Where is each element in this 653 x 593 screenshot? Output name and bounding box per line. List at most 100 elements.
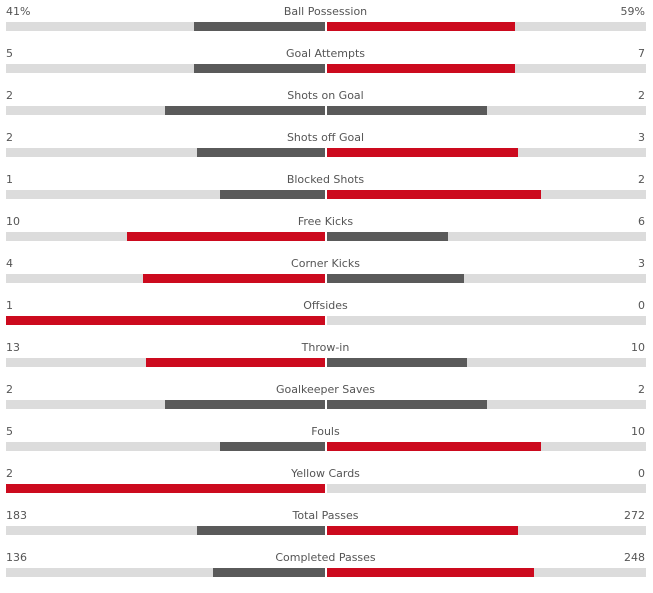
away-bar-track [327, 316, 646, 325]
stat-label: Goal Attempts [285, 47, 365, 60]
home-value: 136 [6, 551, 27, 564]
away-bar-fill [327, 526, 518, 535]
stat-label: Shots off Goal [286, 131, 365, 144]
home-bar-track [6, 400, 325, 409]
stat-label: Goalkeeper Saves [275, 383, 376, 396]
away-bar-track [327, 442, 646, 451]
away-bar-fill [327, 106, 487, 115]
stat-bar [6, 190, 646, 199]
home-value: 2 [6, 383, 13, 396]
stat-label: Corner Kicks [291, 257, 360, 270]
home-bar-track [6, 526, 325, 535]
stat-row-goalkeeper-saves: 2 Goalkeeper Saves 2 [0, 383, 653, 425]
stat-bar [6, 148, 646, 157]
stat-row-goal-attempts: 5 Goal Attempts 7 [0, 47, 653, 89]
stat-label: Throw-in [301, 341, 350, 354]
away-bar-track [327, 232, 646, 241]
home-bar-track [6, 148, 325, 157]
away-bar-fill [327, 358, 467, 367]
stat-row-total-passes: 183 Total Passes 272 [0, 509, 653, 551]
stat-bar [6, 232, 646, 241]
home-bar-fill [6, 484, 325, 493]
home-bar-fill [6, 316, 325, 325]
away-bar-track [327, 190, 646, 199]
away-bar-fill [327, 148, 518, 157]
stat-bar [6, 22, 646, 31]
stat-row-corner-kicks: 4 Corner Kicks 3 [0, 257, 653, 299]
away-bar-fill [327, 22, 515, 31]
stat-bar [6, 568, 646, 577]
away-bar-track [327, 106, 646, 115]
home-value: 183 [6, 509, 27, 522]
home-value: 10 [6, 215, 20, 228]
home-bar-fill [194, 64, 325, 73]
stat-bar [6, 526, 646, 535]
away-bar-fill [327, 442, 541, 451]
home-bar-track [6, 232, 325, 241]
away-value: 6 [638, 215, 645, 228]
away-value: 2 [638, 383, 645, 396]
stat-bar [6, 106, 646, 115]
home-bar-track [6, 568, 325, 577]
away-bar-fill [327, 400, 487, 409]
away-bar-track [327, 484, 646, 493]
away-bar-track [327, 64, 646, 73]
stat-labels: 5 Fouls 10 [6, 425, 645, 439]
stat-label: Yellow Cards [291, 467, 360, 480]
home-value: 4 [6, 257, 13, 270]
away-value: 3 [638, 257, 645, 270]
stat-label: Completed Passes [275, 551, 376, 564]
away-bar-fill [327, 64, 515, 73]
home-bar-track [6, 190, 325, 199]
away-bar-track [327, 358, 646, 367]
stat-row-fouls: 5 Fouls 10 [0, 425, 653, 467]
stat-row-shots-on-goal: 2 Shots on Goal 2 [0, 89, 653, 131]
home-value: 2 [6, 131, 13, 144]
away-bar-fill [327, 232, 448, 241]
away-bar-track [327, 22, 646, 31]
home-bar-fill [197, 526, 325, 535]
stat-labels: 10 Free Kicks 6 [6, 215, 645, 229]
stat-row-yellow-cards: 2 Yellow Cards 0 [0, 467, 653, 509]
home-bar-track [6, 484, 325, 493]
away-bar-track [327, 148, 646, 157]
away-value: 2 [638, 89, 645, 102]
away-value: 2 [638, 173, 645, 186]
stat-labels: 13 Throw-in 10 [6, 341, 645, 355]
home-bar-fill [143, 274, 325, 283]
stat-labels: 2 Shots on Goal 2 [6, 89, 645, 103]
stat-row-offsides: 1 Offsides 0 [0, 299, 653, 341]
home-bar-fill [165, 106, 325, 115]
stat-bar [6, 64, 646, 73]
stat-label: Blocked Shots [286, 173, 365, 186]
home-bar-fill [220, 190, 325, 199]
stat-bar [6, 316, 646, 325]
stat-row-blocked-shots: 1 Blocked Shots 2 [0, 173, 653, 215]
stat-labels: 1 Blocked Shots 2 [6, 173, 645, 187]
stat-bar [6, 484, 646, 493]
stat-labels: 2 Shots off Goal 3 [6, 131, 645, 145]
away-value: 0 [638, 299, 645, 312]
home-value: 2 [6, 467, 13, 480]
home-value: 1 [6, 299, 13, 312]
home-bar-track [6, 64, 325, 73]
away-value: 248 [624, 551, 645, 564]
away-bar-track [327, 526, 646, 535]
stat-bar [6, 274, 646, 283]
stat-label: Fouls [311, 425, 340, 438]
stat-bar [6, 442, 646, 451]
home-bar-track [6, 106, 325, 115]
home-bar-fill [127, 232, 325, 241]
away-bar-track [327, 568, 646, 577]
away-value: 7 [638, 47, 645, 60]
stat-row-free-kicks: 10 Free Kicks 6 [0, 215, 653, 257]
stat-bar [6, 358, 646, 367]
home-value: 41% [6, 5, 31, 18]
away-value: 272 [624, 509, 645, 522]
away-value: 3 [638, 131, 645, 144]
stat-labels: 2 Goalkeeper Saves 2 [6, 383, 645, 397]
stat-labels: 136 Completed Passes 248 [6, 551, 645, 565]
away-bar-fill [327, 274, 464, 283]
home-value: 5 [6, 47, 13, 60]
